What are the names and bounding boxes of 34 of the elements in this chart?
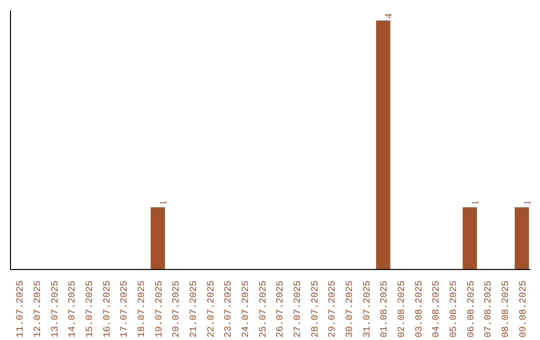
x-tick-label: 04.08.2025 [430, 280, 442, 338]
x-tick-label: 05.08.2025 [448, 280, 459, 338]
x-tick-label: 16.07.2025 [101, 280, 112, 338]
x-tick-label: 09.08.2025 [517, 280, 528, 338]
x-tick-label: 02.08.2025 [396, 280, 407, 338]
x-tick-label: 23.07.2025 [222, 280, 234, 338]
x-tick-label: 03.08.2025 [413, 280, 424, 338]
x-tick-label: 31.07.2025 [361, 280, 372, 338]
x-tick-label: 24.07.2025 [240, 280, 251, 338]
x-tick-label: 12.07.2025 [32, 280, 43, 338]
x-tick-label: 27.07.2025 [292, 280, 303, 338]
x-tick-label: 25.07.2025 [257, 280, 268, 338]
x-tick-label: 14.07.2025 [66, 280, 78, 338]
x-tick-label: 19.07.2025 [153, 280, 164, 338]
data-label: 1 [158, 200, 170, 206]
x-tick-label: 13.07.2025 [49, 280, 60, 338]
x-tick-label: 17.07.2025 [118, 280, 130, 338]
data-label: 4 [384, 13, 395, 18]
x-tick-label: 01.08.2025 [378, 280, 390, 338]
x-tick-label: 30.07.2025 [344, 280, 355, 338]
data-label: 1 [522, 200, 534, 206]
x-tick-label: 29.07.2025 [326, 280, 338, 338]
x-tick-label: 08.08.2025 [500, 280, 511, 338]
x-tick-label: 07.08.2025 [482, 280, 494, 338]
x-tick-label: 11.07.2025 [14, 280, 26, 338]
x-tick-label: 15.07.2025 [84, 280, 95, 338]
data-label: 1 [470, 200, 482, 206]
x-tick-label: 20.07.2025 [170, 280, 182, 338]
x-tick-label: 26.07.2025 [274, 280, 286, 338]
x-tick-label: 28.07.2025 [309, 280, 320, 338]
x-tick-label: 22.07.2025 [205, 280, 216, 338]
x-tick-label: 21.07.2025 [188, 280, 199, 338]
x-tick-label: 18.07.2025 [136, 280, 147, 338]
x-tick-label: 06.08.2025 [465, 280, 476, 338]
